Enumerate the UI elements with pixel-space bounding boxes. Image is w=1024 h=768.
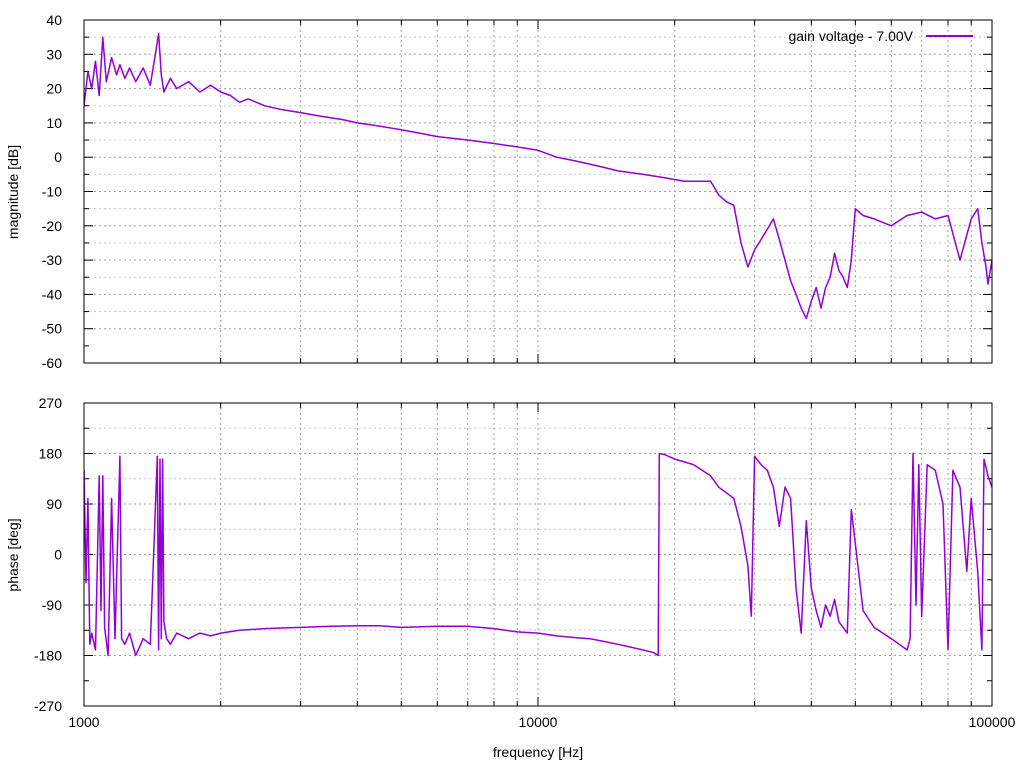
- series-line-mag: [84, 32, 992, 320]
- phase-y-axis-label: phase [deg]: [5, 518, 21, 591]
- series-line-phase: [84, 452, 992, 657]
- y-tick-label: -270: [34, 698, 62, 714]
- y-tick-label: -90: [42, 597, 62, 613]
- phase-ticks: -270 -180 -90 0 90 180 270 1000 10000 100000: [34, 395, 1016, 730]
- magnitude-grid: [84, 20, 992, 363]
- y-tick-label: 0: [54, 547, 62, 563]
- magnitude-ticks: -60 -50 -40 -30 -20 -10 0 10 20 30 40: [42, 12, 992, 371]
- legend-entry-label: gain voltage - 7.00V: [788, 28, 913, 44]
- y-tick-label: -40: [42, 286, 62, 302]
- y-tick-label: 180: [39, 446, 63, 462]
- x-tick-label: 1000: [68, 714, 99, 730]
- legend: gain voltage - 7.00V: [788, 28, 973, 44]
- y-tick-label: 270: [39, 395, 63, 411]
- y-tick-label: 30: [46, 46, 62, 62]
- y-tick-label: -60: [42, 355, 62, 371]
- y-tick-label: -20: [42, 218, 62, 234]
- magnitude-series: [84, 32, 992, 320]
- phase-plot-frame: [83, 402, 993, 707]
- phase-grid: [84, 403, 992, 706]
- magnitude-plot-frame: [83, 19, 993, 364]
- y-tick-label: 10: [46, 115, 62, 131]
- y-tick-label: 20: [46, 81, 62, 97]
- y-tick-label: -180: [34, 648, 62, 664]
- x-tick-label: 100000: [969, 714, 1016, 730]
- x-tick-label: 10000: [519, 714, 558, 730]
- phase-series: [84, 452, 992, 657]
- phase-panel: -270 -180 -90 0 90 180 270 1000 10000 100000 phas…: [5, 395, 1016, 730]
- magnitude-y-axis-label: magnitude [dB]: [5, 145, 21, 239]
- y-tick-label: -50: [42, 321, 62, 337]
- y-tick-label: -10: [42, 184, 62, 200]
- y-tick-label: -30: [42, 252, 62, 268]
- frequency-x-axis-label: frequency [Hz]: [493, 744, 583, 760]
- y-tick-label: 0: [54, 149, 62, 165]
- magnitude-panel: -60 -50 -40 -30 -20 -10 0 10 20 30 40 magnitude [d…: [5, 12, 993, 371]
- y-tick-label: 90: [46, 496, 62, 512]
- y-tick-label: 40: [46, 12, 62, 28]
